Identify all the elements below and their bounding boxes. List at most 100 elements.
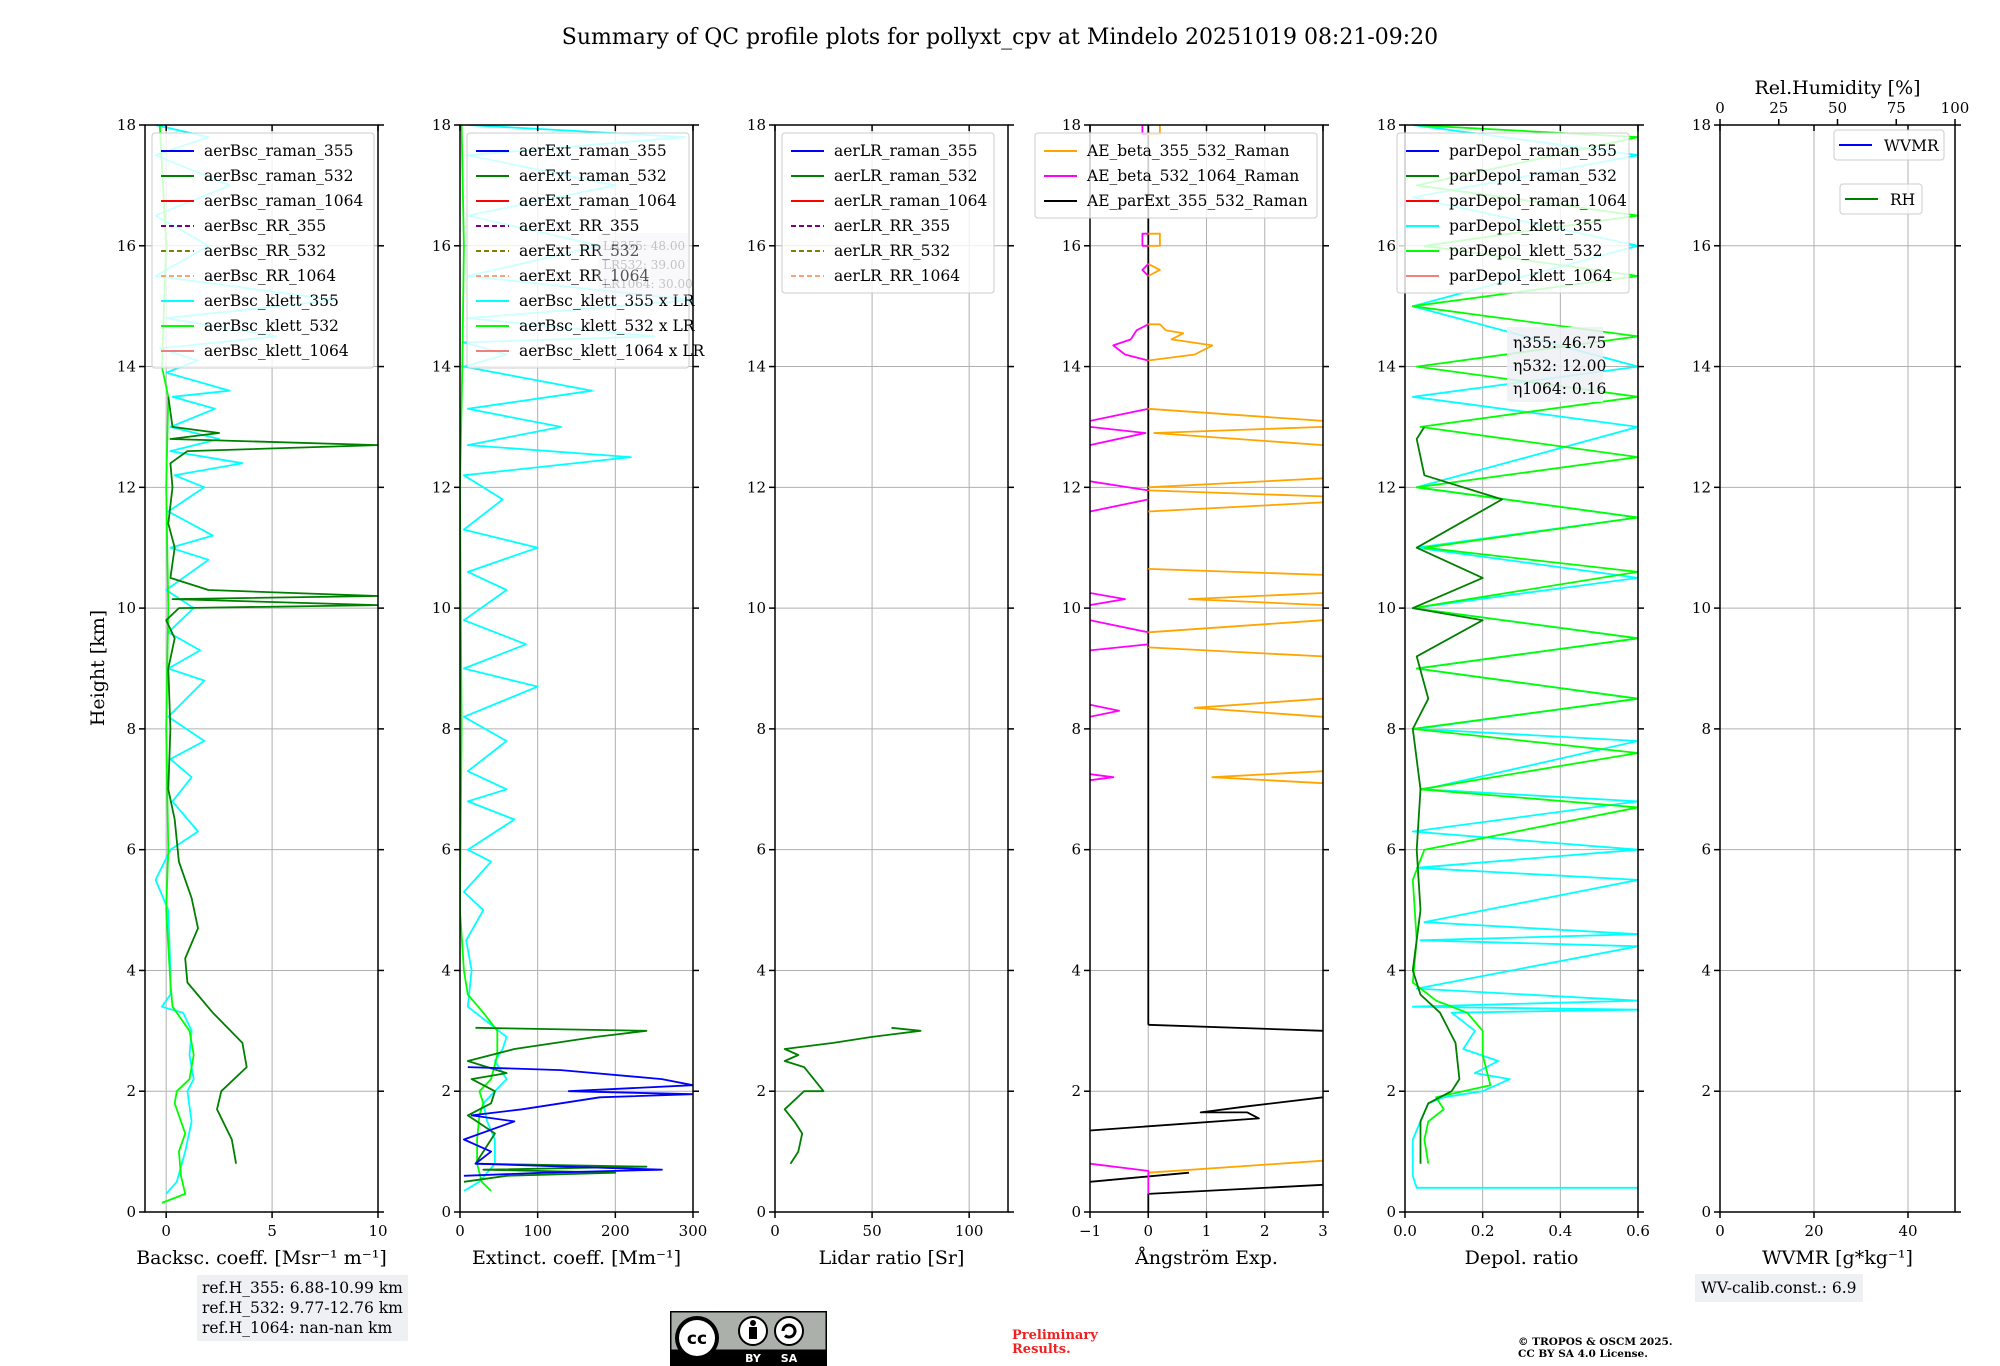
ref-height-355: ref.H_355: 6.88-10.99 km xyxy=(202,1279,403,1297)
y-tick-label: 6 xyxy=(1071,841,1081,859)
legend-label: aerBsc_raman_532 xyxy=(204,167,354,185)
lr-annotation-line: LR1064: 30.00 xyxy=(603,277,693,291)
x-tick-label: 10 xyxy=(368,1222,387,1240)
y-tick-label: 10 xyxy=(1692,599,1711,617)
cc-text: cc xyxy=(687,1329,707,1349)
legend-label: aerBsc_raman_1064 xyxy=(204,192,364,210)
legend-label: aerExt_RR_1064 xyxy=(519,267,650,285)
legend-label: aerBsc_RR_1064 xyxy=(204,267,336,285)
series-group xyxy=(783,1026,922,1165)
x-tick-label: 0.6 xyxy=(1626,1222,1650,1240)
lr-annotation-box xyxy=(598,233,688,297)
y-tick-label: 4 xyxy=(1701,961,1711,979)
panel-depol: 0.0 0.2 0.4 0.6 0 2 4 6 8 10 12 14 16 18 Depol. ratio p… xyxy=(1377,116,1650,1269)
x-tick-label: 0 xyxy=(455,1222,465,1240)
y-tick-label: 2 xyxy=(756,1082,766,1100)
series-line-ae-parext-355-532-raman-c xyxy=(1090,1096,1323,1132)
axes-frame xyxy=(144,124,379,1213)
y-tick-label: 0 xyxy=(1071,1203,1081,1221)
x-tick-label: 0 xyxy=(161,1222,171,1240)
y-tick-label: 4 xyxy=(1071,961,1081,979)
legend-box xyxy=(1839,183,1923,215)
y-tick-label: 16 xyxy=(1377,237,1396,255)
y-tick-label: 14 xyxy=(432,358,451,376)
series-line-ae-beta-532-1064-raman-g xyxy=(1090,498,1149,513)
y-tick-label: 8 xyxy=(1071,720,1081,738)
legend-label: parDepol_raman_355 xyxy=(1449,142,1617,160)
series-group xyxy=(1090,125,1323,1212)
copyright-line-2: CC BY SA 4.0 License. xyxy=(1518,1348,1648,1360)
y-tick-label: 8 xyxy=(1386,720,1396,738)
series-line-ae-beta-532-1064-raman-h xyxy=(1090,480,1149,492)
series-group xyxy=(1411,125,1638,1189)
eta-annotation-box xyxy=(1507,327,1603,402)
y-tick-label: 14 xyxy=(1062,358,1081,376)
y-tick-label: 10 xyxy=(432,599,451,617)
x-axis-label: Depol. ratio xyxy=(1465,1247,1579,1269)
series-line-ae-beta-355-532-raman-m xyxy=(1148,323,1214,362)
top-x-axis-label: Rel.Humidity [%] xyxy=(1754,77,1920,99)
y-tick-label: 0 xyxy=(1701,1203,1711,1221)
y-axis-label: Height [km] xyxy=(87,610,109,726)
series-line-ae-beta-532-1064-raman-l xyxy=(1141,263,1149,277)
y-tick-label: 14 xyxy=(1692,358,1711,376)
series-line-ae-beta-532-1064-raman-m xyxy=(1141,232,1149,247)
series-line-ae-beta-355-532-raman-d xyxy=(1148,619,1323,634)
legend-label: aerBsc_klett_1064 xyxy=(204,342,349,360)
series-line-ae-beta-532-1064-raman-i xyxy=(1090,426,1147,446)
y-tick-label: 0 xyxy=(756,1203,766,1221)
x-tick-label: 5 xyxy=(267,1222,277,1240)
x-tick-label: 0 xyxy=(1143,1222,1153,1240)
legend-label: AE_beta_532_1064_Raman xyxy=(1086,167,1299,185)
panel-extinction: 0 100 200 300 0 2 4 6 8 10 12 14 16 18 Extinct. coeff.… xyxy=(432,116,707,1269)
legend-label: aerBsc_klett_355 x LR xyxy=(519,292,696,310)
y-tick-label: 16 xyxy=(747,237,766,255)
series-line-ae-parext-355-532-raman-d xyxy=(1148,1023,1323,1032)
legend-label: aerBsc_klett_1064 x LR xyxy=(519,342,706,360)
legend-label: aerLR_RR_532 xyxy=(834,242,950,260)
legend-label: aerLR_raman_532 xyxy=(834,167,977,185)
series-line-ae-beta-532-1064-raman-k xyxy=(1112,323,1149,362)
series-line-ae-beta-532-1064-raman-f xyxy=(1090,592,1126,606)
series-line-ae-beta-355-532-raman-l xyxy=(1148,407,1323,422)
legend-box xyxy=(466,132,690,369)
legend-label: aerBsc_klett_532 x LR xyxy=(519,317,696,335)
legend-label: parDepol_raman_532 xyxy=(1449,167,1617,185)
lr-annotation-line: LR532: 39.00 xyxy=(603,258,685,272)
y-tick-label: 8 xyxy=(441,720,451,738)
series-line-ae-parext-355-532-raman-b xyxy=(1090,1171,1190,1183)
y-tick-label: 18 xyxy=(117,116,136,134)
series-line-ae-beta-355-532-raman-o xyxy=(1148,232,1161,247)
legend: aerExt_raman_355 aerExt_raman_532 aerExt_r… xyxy=(466,132,706,369)
legend-label: parDepol_klett_355 xyxy=(1449,217,1602,235)
eta-annotation-line: η532: 12.00 xyxy=(1513,357,1606,375)
y-tick-label: 18 xyxy=(432,116,451,134)
wv-calib-text: WV-calib.const.: 6.9 xyxy=(1701,1279,1857,1297)
legend-label: aerLR_raman_355 xyxy=(834,142,977,160)
x-tick-label: 50 xyxy=(863,1222,882,1240)
axes-frame xyxy=(1404,124,1639,1213)
ref-heights-box: ref.H_355: 6.88-10.99 km ref.H_532: 9.77… xyxy=(197,1275,408,1341)
series-line-ae-beta-355-532-raman-h xyxy=(1148,501,1323,513)
by-icon-head xyxy=(750,1320,756,1326)
legend-label: aerBsc_RR_355 xyxy=(204,217,326,235)
top-x-tick-label: 50 xyxy=(1828,99,1847,117)
y-tick-label: 14 xyxy=(117,358,136,376)
series-line-ae-beta-355-532-raman-n xyxy=(1147,263,1161,277)
figure-title: Summary of QC profile plots for pollyxt_… xyxy=(562,25,1438,50)
x-tick-label: 200 xyxy=(601,1222,630,1240)
y-tick-label: 12 xyxy=(1377,478,1396,496)
y-tick-label: 16 xyxy=(432,237,451,255)
legend-label: aerLR_RR_1064 xyxy=(834,267,960,285)
by-icon-body xyxy=(749,1327,757,1339)
legend-label: aerExt_raman_355 xyxy=(519,142,667,160)
x-tick-label: 0.4 xyxy=(1548,1222,1572,1240)
legend-label: aerExt_RR_355 xyxy=(519,217,640,235)
y-tick-label: 10 xyxy=(117,599,136,617)
series-line-ae-beta-355-532-raman-c xyxy=(1193,697,1323,718)
legend-label: aerBsc_raman_355 xyxy=(204,142,354,160)
y-tick-label: 6 xyxy=(1386,841,1396,859)
ref-height-532: ref.H_532: 9.77-12.76 km xyxy=(202,1299,403,1317)
x-axis-label: Ångström Exp. xyxy=(1134,1247,1278,1269)
legend-box xyxy=(1833,129,1945,161)
